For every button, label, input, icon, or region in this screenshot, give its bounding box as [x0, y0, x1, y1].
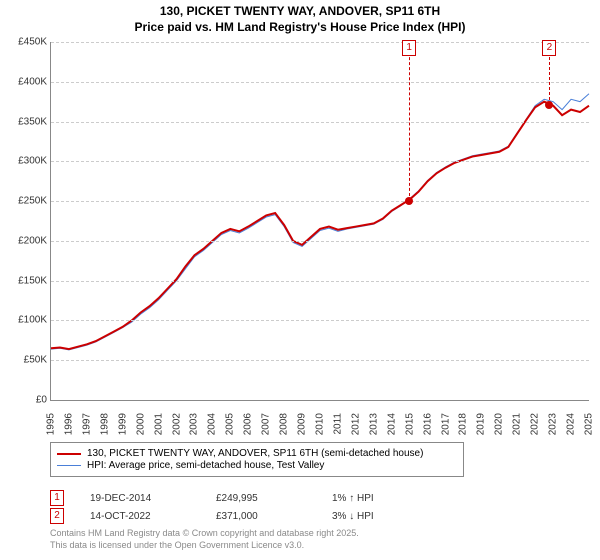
attribution-line-1: Contains HM Land Registry data © Crown c…: [50, 528, 359, 540]
legend-item: 130, PICKET TWENTY WAY, ANDOVER, SP11 6T…: [57, 448, 457, 459]
title-line-2: Price paid vs. HM Land Registry's House …: [0, 20, 600, 36]
legend-swatch: [57, 453, 81, 455]
x-axis-label: 2006: [243, 413, 254, 435]
x-axis-label: 2002: [171, 413, 182, 435]
y-axis-label: £0: [3, 395, 47, 406]
legend-label: 130, PICKET TWENTY WAY, ANDOVER, SP11 6T…: [87, 448, 423, 459]
y-axis-label: £200K: [3, 235, 47, 246]
y-axis-label: £50K: [3, 355, 47, 366]
sales-table: 1 19-DEC-2014 £249,995 1% ↑ HPI 2 14-OCT-2022…: [50, 488, 422, 526]
gridline: [51, 122, 589, 123]
x-axis-label: 2009: [297, 413, 308, 435]
sales-row-diff: 3% ↓ HPI: [332, 511, 422, 522]
series-line: [51, 102, 589, 349]
gridline: [51, 82, 589, 83]
x-axis-label: 2014: [386, 413, 397, 435]
sales-table-row: 1 19-DEC-2014 £249,995 1% ↑ HPI: [50, 490, 422, 506]
x-axis-label: 2008: [279, 413, 290, 435]
attribution-line-2: This data is licensed under the Open Gov…: [50, 540, 359, 552]
sales-row-marker: 2: [50, 508, 64, 524]
x-axis-label: 2007: [261, 413, 272, 435]
x-axis-label: 2013: [368, 413, 379, 435]
gridline: [51, 241, 589, 242]
x-axis-label: 1996: [63, 413, 74, 435]
chart-plot-area: £0£50K£100K£150K£200K£250K£300K£350K£400…: [50, 42, 589, 401]
chart-container: 130, PICKET TWENTY WAY, ANDOVER, SP11 6T…: [0, 0, 600, 560]
attribution: Contains HM Land Registry data © Crown c…: [50, 528, 359, 551]
x-axis-label: 2015: [404, 413, 415, 435]
y-axis-label: £300K: [3, 156, 47, 167]
sale-marker-line: [409, 42, 410, 201]
y-axis-label: £150K: [3, 275, 47, 286]
sales-row-date: 19-DEC-2014: [90, 493, 190, 504]
x-axis-label: 2012: [350, 413, 361, 435]
sale-marker-dot: [545, 101, 553, 109]
x-axis-label: 2020: [494, 413, 505, 435]
gridline: [51, 360, 589, 361]
legend-label: HPI: Average price, semi-detached house,…: [87, 460, 324, 471]
x-axis-label: 2000: [135, 413, 146, 435]
sale-marker-box: 2: [542, 40, 556, 56]
y-axis-label: £250K: [3, 196, 47, 207]
x-axis-label: 2025: [584, 413, 595, 435]
y-axis-label: £450K: [3, 37, 47, 48]
gridline: [51, 320, 589, 321]
gridline: [51, 161, 589, 162]
y-axis-label: £350K: [3, 116, 47, 127]
sales-row-price: £371,000: [216, 511, 306, 522]
x-axis-label: 2022: [530, 413, 541, 435]
sales-row-marker: 1: [50, 490, 64, 506]
x-axis-label: 2010: [315, 413, 326, 435]
gridline: [51, 281, 589, 282]
sales-row-date: 14-OCT-2022: [90, 511, 190, 522]
sales-row-diff: 1% ↑ HPI: [332, 493, 422, 504]
x-axis-label: 1997: [81, 413, 92, 435]
x-axis-label: 2021: [512, 413, 523, 435]
gridline: [51, 42, 589, 43]
x-axis-label: 2019: [476, 413, 487, 435]
x-axis-label: 2016: [422, 413, 433, 435]
gridline: [51, 201, 589, 202]
sale-marker-box: 1: [402, 40, 416, 56]
title-block: 130, PICKET TWENTY WAY, ANDOVER, SP11 6T…: [0, 0, 600, 37]
y-axis-label: £400K: [3, 76, 47, 87]
series-svg: [51, 42, 589, 400]
legend-box: 130, PICKET TWENTY WAY, ANDOVER, SP11 6T…: [50, 442, 464, 477]
x-axis-label: 2005: [225, 413, 236, 435]
x-axis-label: 2003: [189, 413, 200, 435]
sale-marker-dot: [405, 197, 413, 205]
y-axis-label: £100K: [3, 315, 47, 326]
title-line-1: 130, PICKET TWENTY WAY, ANDOVER, SP11 6T…: [0, 4, 600, 20]
x-axis-label: 1995: [46, 413, 57, 435]
x-axis-label: 2023: [548, 413, 559, 435]
x-axis-label: 1999: [117, 413, 128, 435]
legend-item: HPI: Average price, semi-detached house,…: [57, 460, 457, 471]
x-axis-label: 1998: [99, 413, 110, 435]
x-axis-label: 2001: [153, 413, 164, 435]
sales-row-price: £249,995: [216, 493, 306, 504]
sales-table-row: 2 14-OCT-2022 £371,000 3% ↓ HPI: [50, 508, 422, 524]
x-axis-label: 2017: [440, 413, 451, 435]
x-axis-label: 2018: [458, 413, 469, 435]
x-axis-label: 2024: [566, 413, 577, 435]
legend-swatch: [57, 465, 81, 466]
x-axis-label: 2004: [207, 413, 218, 435]
x-axis-label: 2011: [332, 413, 343, 435]
series-line: [51, 94, 589, 350]
